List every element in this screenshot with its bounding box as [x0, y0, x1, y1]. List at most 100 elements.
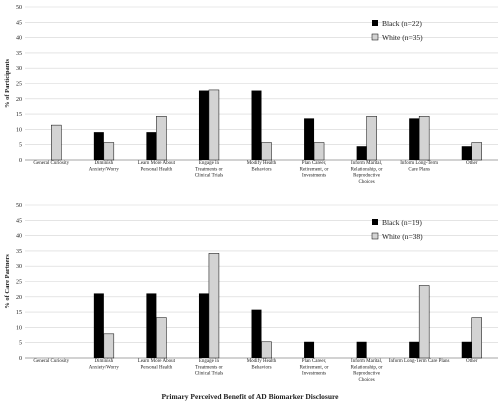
category-label: Treatments or: [195, 365, 223, 370]
category-label: Clinical Trials: [195, 372, 224, 377]
category-label: Diminish: [95, 161, 114, 166]
bar-white: [261, 142, 272, 161]
bar-white: [103, 333, 115, 359]
bar-white: [471, 142, 482, 161]
category-label: Investments: [302, 174, 326, 179]
y-tick-label: 15: [16, 310, 22, 316]
category-label: Behaviors: [251, 365, 271, 370]
category-label: Diminish: [95, 359, 114, 364]
participants-chart: 0 5 10 15 20 25 30 35 40 45 50 General Curiosity Dim…: [4, 5, 498, 185]
y-tick-label: 25: [16, 82, 22, 88]
bar-white: [208, 89, 220, 161]
category-label: General Curiosity: [33, 359, 69, 364]
y-tick-label: 20: [16, 97, 22, 103]
y-tick-label: 35: [16, 249, 22, 255]
category-label: Inform Marital,: [351, 161, 382, 166]
bar-white: [366, 115, 377, 161]
category-label: Engage in: [199, 359, 220, 364]
y-tick-label: 50: [16, 203, 22, 209]
legend-swatch: [371, 232, 379, 240]
bar-white: [156, 115, 167, 161]
category-label: Treatments or: [195, 167, 223, 172]
legend-label: Black (n=22): [382, 19, 422, 28]
y-tick-label: 5: [19, 143, 22, 149]
category-label: Relationship, or: [351, 365, 383, 370]
bar-black: [304, 341, 315, 358]
bar-white: [471, 317, 482, 359]
category-label: Care Plans: [408, 167, 430, 172]
category-label: Retirement, or: [300, 365, 329, 370]
category-label: Learn More About: [138, 359, 176, 364]
category-label: Engage in: [199, 161, 220, 166]
x-axis-label: Primary Perceived Benefit of AD Biomarke…: [161, 392, 339, 401]
category-label: Behaviors: [251, 167, 271, 172]
care-partners-chart: 0 5 10 15 20 25 30 35 40 45 50 General Curiosity Dim…: [4, 203, 498, 401]
y-tick-label: 0: [19, 158, 22, 164]
category-label: Choices: [359, 180, 375, 185]
bar-black: [93, 132, 104, 160]
y-tick-label: 30: [16, 66, 22, 72]
bar-white: [103, 142, 115, 161]
category-label: Other: [466, 161, 478, 166]
category-label: Modify Health: [247, 359, 277, 364]
y-tick-label: 0: [19, 356, 22, 362]
category-label: Inform Marital,: [351, 359, 382, 364]
category-label: Relationship, or: [351, 167, 383, 172]
category-label: Reproductive: [353, 372, 381, 377]
bar-black: [251, 90, 262, 160]
y-tick-label: 25: [16, 280, 22, 286]
category-label: Plan Career,: [302, 359, 327, 364]
y-axis-label: % of Participants: [4, 58, 11, 108]
legend-label: White (n=35): [382, 33, 423, 42]
bar-black: [356, 146, 367, 160]
bar-white: [156, 317, 167, 359]
bar-white: [51, 124, 62, 161]
bar-black: [251, 309, 262, 358]
legend-swatch: [371, 33, 379, 41]
y-tick-label: 50: [16, 5, 22, 11]
y-tick-label: 20: [16, 295, 22, 301]
category-label: Investments: [302, 372, 326, 377]
y-tick-label: 35: [16, 51, 22, 57]
y-tick-label: 30: [16, 264, 22, 270]
y-tick-label: 40: [16, 234, 22, 240]
category-label: Inform Long-Term Care Plans: [389, 359, 450, 364]
bar-black: [356, 341, 367, 358]
category-label: Personal Health: [140, 167, 172, 172]
bar-black: [461, 146, 472, 160]
category-label: Reproductive: [353, 174, 381, 179]
bar-black: [304, 118, 315, 160]
category-label: Modify Health: [247, 161, 277, 166]
legend-swatch: [372, 20, 378, 26]
category-label: Choices: [359, 378, 375, 383]
bar-black: [146, 293, 157, 358]
category-label: Other: [466, 359, 478, 364]
category-label: Anxiety/Worry: [89, 365, 120, 370]
bar-black: [146, 132, 157, 160]
bar-white: [418, 285, 430, 359]
category-label: Plan Career,: [302, 161, 327, 166]
category-label: Clinical Trials: [195, 174, 224, 179]
y-axis-label: % of Care Partners: [4, 254, 11, 309]
y-tick-label: 45: [16, 218, 22, 224]
bar-white: [261, 341, 272, 359]
bar-black: [198, 90, 209, 160]
y-tick-label: 5: [19, 341, 22, 347]
bar-black: [93, 293, 104, 358]
legend-label: White (n=38): [382, 232, 423, 241]
category-label: General Curiosity: [33, 161, 69, 166]
category-label: Personal Health: [140, 365, 172, 370]
category-label: Inform Long-Term: [400, 161, 438, 166]
y-tick-label: 10: [16, 325, 22, 331]
bar-black: [198, 293, 209, 358]
bar-white: [313, 142, 325, 161]
y-tick-label: 40: [16, 36, 22, 42]
bar-black: [409, 118, 420, 160]
bar-white: [208, 253, 220, 359]
legend-label: Black (n=19): [382, 218, 422, 227]
legend-swatch: [372, 219, 378, 225]
y-tick-label: 15: [16, 112, 22, 118]
y-tick-label: 45: [16, 20, 22, 26]
category-label: Learn More About: [138, 161, 176, 166]
